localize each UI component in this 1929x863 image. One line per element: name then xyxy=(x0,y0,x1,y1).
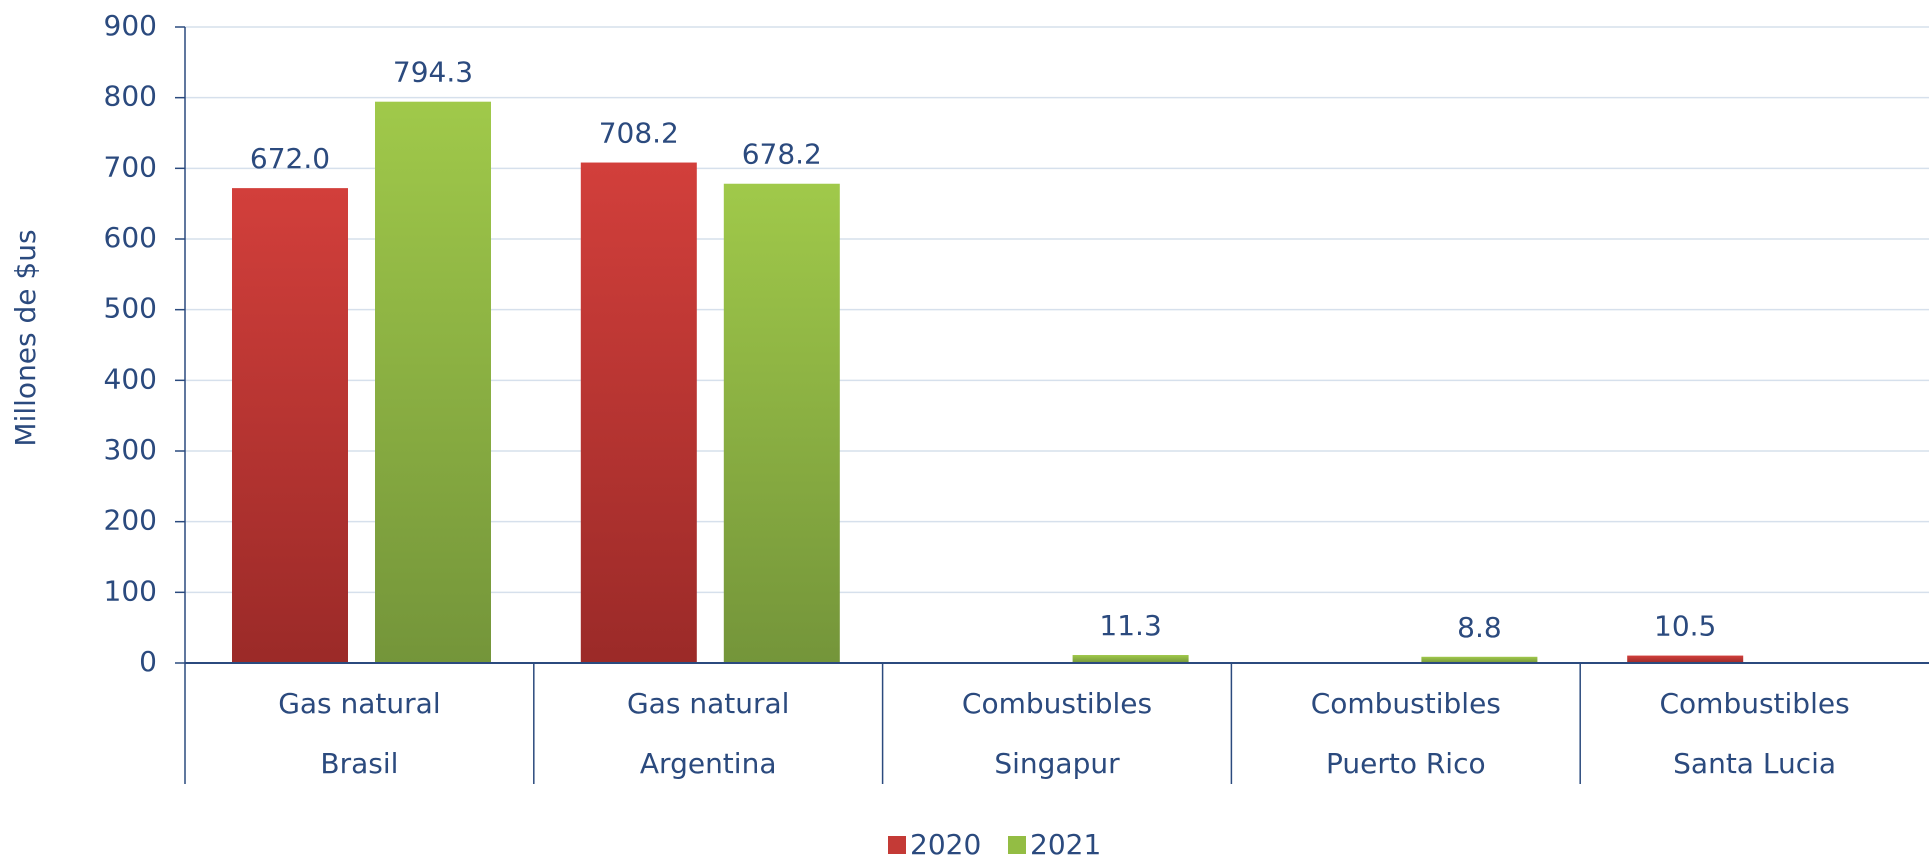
value-label: 794.3 xyxy=(393,56,473,89)
value-label: 8.8 xyxy=(1457,611,1502,644)
category-group-label: Combustibles xyxy=(1659,687,1849,720)
bar xyxy=(1421,656,1538,663)
y-tick-label: 800 xyxy=(104,80,157,113)
category-group-label: Combustibles xyxy=(1311,687,1501,720)
y-axis-title: Millones de $us xyxy=(9,229,42,446)
x-tick-label: Brasil xyxy=(320,747,398,780)
bar xyxy=(375,101,491,664)
bar xyxy=(580,162,697,663)
x-tick-label: Santa Lucia xyxy=(1673,747,1836,780)
value-label: 672.0 xyxy=(250,142,330,175)
category-group-label: Gas natural xyxy=(627,687,789,720)
x-tick-label: Argentina xyxy=(640,747,777,780)
y-tick-label: 600 xyxy=(104,221,157,254)
y-tick-label: 900 xyxy=(104,9,157,42)
x-tick-label: Puerto Rico xyxy=(1326,747,1486,780)
bar xyxy=(232,188,348,663)
legend-label: 2021 xyxy=(1030,828,1101,859)
y-tick-label: 300 xyxy=(104,433,157,466)
value-label: 10.5 xyxy=(1654,610,1716,643)
value-label: 708.2 xyxy=(599,117,679,150)
category-group-label: Gas natural xyxy=(278,687,440,720)
x-tick-label: Singapur xyxy=(994,747,1120,780)
bar xyxy=(1072,655,1189,663)
legend-swatch xyxy=(888,836,906,854)
y-tick-label: 400 xyxy=(104,362,157,395)
bar xyxy=(723,183,840,664)
y-tick-label: 700 xyxy=(104,150,157,183)
legend-swatch xyxy=(1008,836,1026,854)
bar xyxy=(1627,655,1744,663)
category-group-label: Combustibles xyxy=(962,687,1152,720)
y-tick-label: 0 xyxy=(139,645,157,678)
y-tick-label: 500 xyxy=(104,292,157,325)
y-tick-label: 100 xyxy=(104,574,157,607)
y-tick-label: 200 xyxy=(104,504,157,537)
value-label: 11.3 xyxy=(1099,609,1161,642)
legend-label: 2020 xyxy=(910,828,981,859)
value-label: 678.2 xyxy=(742,138,822,171)
